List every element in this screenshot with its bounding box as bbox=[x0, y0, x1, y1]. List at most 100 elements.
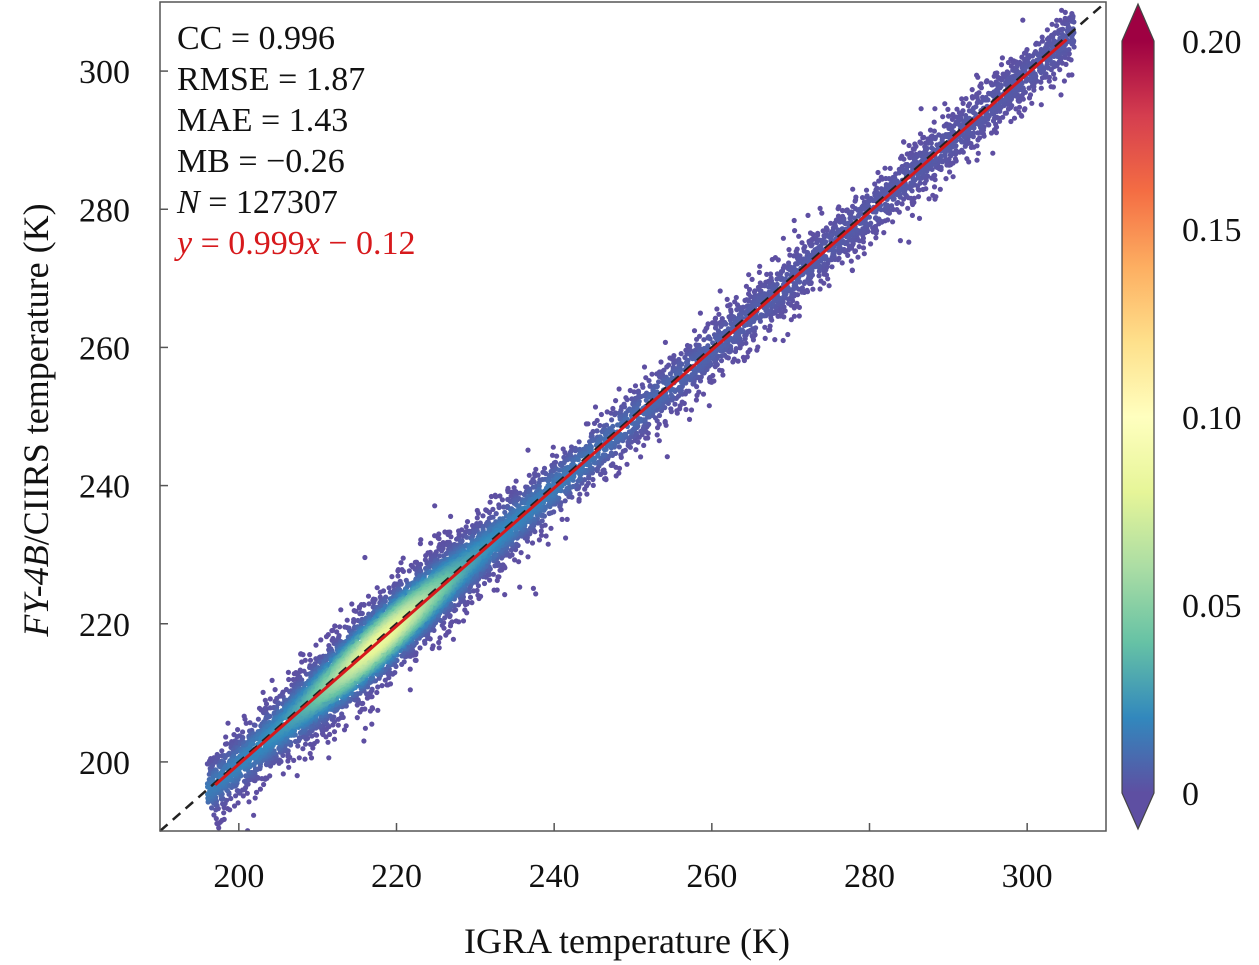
scatter-point bbox=[744, 354, 750, 360]
scatter-point bbox=[718, 323, 724, 329]
scatter-point bbox=[485, 572, 491, 578]
scatter-point bbox=[356, 605, 362, 611]
scatter-point bbox=[788, 317, 794, 323]
scatter-point bbox=[533, 591, 539, 597]
scatter-point bbox=[938, 153, 944, 159]
scatter-point bbox=[707, 374, 713, 381]
scatter-point bbox=[664, 454, 670, 460]
scatter-point bbox=[1029, 100, 1035, 106]
scatter-point bbox=[428, 540, 434, 546]
scatter-point bbox=[654, 383, 660, 390]
scatter-point bbox=[300, 652, 306, 658]
scatter-point bbox=[624, 397, 630, 403]
scatter-point bbox=[978, 85, 985, 91]
scatter-point bbox=[766, 327, 772, 333]
scatter-point bbox=[706, 403, 712, 409]
scatter-point bbox=[247, 720, 253, 726]
scatter-point bbox=[585, 480, 592, 486]
scatter-point bbox=[947, 152, 953, 158]
scatter-point bbox=[246, 799, 252, 805]
scatter-point bbox=[712, 316, 718, 322]
scatter-point bbox=[688, 407, 695, 413]
scatter-point bbox=[714, 306, 720, 312]
scatter-point bbox=[991, 73, 997, 79]
scatter-point bbox=[242, 716, 248, 722]
scatter-point bbox=[318, 637, 324, 643]
scatter-point bbox=[374, 689, 380, 696]
scatter-point bbox=[359, 706, 365, 713]
scatter-point bbox=[852, 248, 859, 254]
scatter-point bbox=[999, 55, 1006, 61]
scatter-point bbox=[437, 635, 443, 641]
scatter-point bbox=[724, 296, 730, 302]
scatter-point bbox=[817, 286, 823, 292]
scatter-point bbox=[676, 384, 683, 390]
scatter-point bbox=[526, 472, 532, 478]
scatter-point bbox=[828, 220, 834, 226]
scatter-point bbox=[481, 580, 488, 587]
scatter-point bbox=[286, 676, 292, 683]
scatter-point bbox=[977, 135, 983, 141]
scatter-point bbox=[818, 278, 824, 284]
scatter-point bbox=[362, 725, 368, 731]
scatter-point bbox=[585, 421, 591, 427]
scatter-point bbox=[1027, 92, 1034, 98]
scatter-point bbox=[1026, 85, 1032, 91]
scatter-point bbox=[654, 432, 660, 438]
scatter-point bbox=[231, 803, 238, 809]
scatter-point bbox=[751, 289, 758, 295]
scatter-point bbox=[731, 356, 737, 362]
scatter-point bbox=[775, 257, 781, 263]
scatter-point bbox=[487, 499, 493, 505]
scatter-point bbox=[412, 657, 418, 663]
scatter-point bbox=[780, 235, 787, 241]
scatter-point bbox=[292, 738, 299, 745]
scatter-point bbox=[808, 243, 815, 249]
scatter-point bbox=[307, 750, 313, 757]
scatter-point bbox=[371, 600, 377, 606]
scatter-point bbox=[550, 444, 556, 450]
scatter-point bbox=[296, 755, 302, 761]
scatter-point bbox=[439, 548, 445, 554]
scatter-point bbox=[449, 619, 455, 625]
scatter-point bbox=[875, 169, 881, 176]
scatter-point bbox=[541, 465, 548, 471]
scatter-point bbox=[850, 186, 856, 192]
scatter-point bbox=[375, 707, 381, 713]
scatter-point bbox=[868, 241, 874, 247]
scatter-point bbox=[863, 187, 870, 193]
scatter-point bbox=[632, 383, 639, 389]
scatter-point bbox=[594, 428, 600, 434]
scatter-point bbox=[931, 128, 938, 134]
scatter-point bbox=[856, 244, 862, 250]
scatter-point bbox=[849, 267, 855, 273]
scatter-point bbox=[1022, 106, 1028, 112]
scatter-point bbox=[1013, 106, 1019, 112]
scatter-point bbox=[448, 534, 454, 540]
scatter-point bbox=[1005, 59, 1012, 66]
scatter-point bbox=[406, 568, 412, 574]
scatter-point bbox=[814, 240, 820, 246]
scatter-point bbox=[697, 310, 704, 316]
scatter-point bbox=[490, 571, 496, 577]
scatter-point bbox=[608, 462, 614, 468]
scatter-point bbox=[369, 721, 375, 727]
scatter-point bbox=[598, 411, 605, 418]
scatter-point bbox=[255, 716, 261, 722]
scatter-point bbox=[1057, 67, 1063, 73]
scatter-point bbox=[395, 568, 401, 574]
scatter-point bbox=[1046, 78, 1052, 84]
scatter-point bbox=[382, 677, 388, 683]
scatter-point bbox=[1029, 53, 1036, 59]
scatter-point bbox=[223, 734, 229, 740]
scatter-point bbox=[624, 461, 630, 467]
scatter-point bbox=[896, 170, 902, 176]
scatter-point bbox=[233, 793, 239, 799]
scatter-point bbox=[1071, 19, 1077, 25]
scatter-point bbox=[516, 559, 522, 565]
scatter-point bbox=[887, 165, 893, 171]
scatter-point bbox=[354, 715, 360, 721]
scatter-point bbox=[894, 200, 900, 206]
scatter-point bbox=[610, 405, 616, 412]
